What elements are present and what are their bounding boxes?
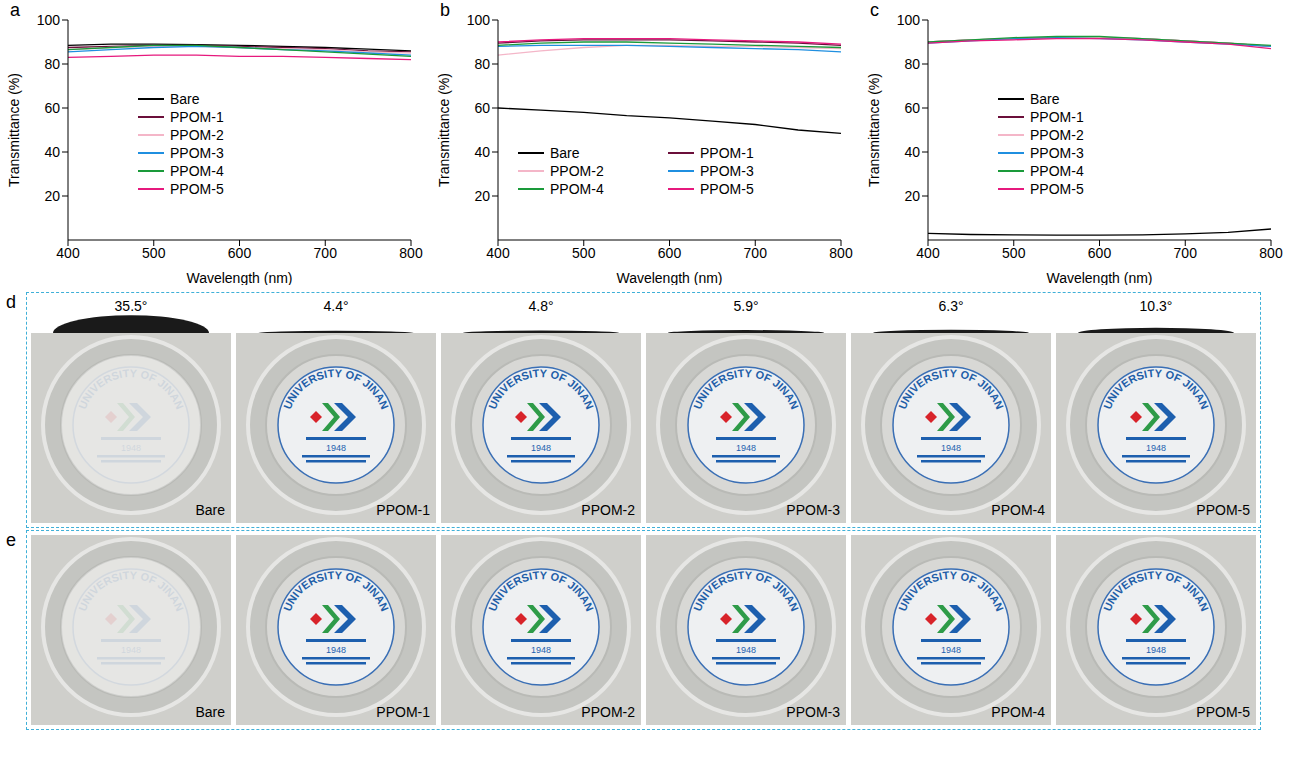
html-text:PPOM-2: PPOM-2 <box>1030 127 1084 143</box>
svg-text:1948: 1948 <box>736 645 756 655</box>
svg-text:40: 40 <box>44 144 60 160</box>
svg-text:700: 700 <box>1174 245 1198 261</box>
svg-text:UNIVERSITY OF JINAN: UNIVERSITY OF JINAN <box>281 569 391 613</box>
svg-text:500: 500 <box>1002 245 1026 261</box>
svg-text:1948: 1948 <box>1146 443 1166 453</box>
html-text:d: d <box>6 292 16 312</box>
svg-text:10.3°: 10.3° <box>1140 298 1173 314</box>
html-text:PPOM-3: PPOM-3 <box>700 163 754 179</box>
svg-text:Transmittance (%): Transmittance (%) <box>6 73 22 187</box>
svg-text:600: 600 <box>1088 245 1112 261</box>
html-text:PPOM-3: PPOM-3 <box>170 145 224 161</box>
html-text:PPOM-2: PPOM-2 <box>170 127 224 143</box>
svg-text:Bare: Bare <box>195 502 225 518</box>
svg-text:PPOM-4: PPOM-4 <box>991 502 1045 518</box>
svg-text:60: 60 <box>44 100 60 116</box>
svg-text:700: 700 <box>744 245 768 261</box>
svg-text:600: 600 <box>228 245 252 261</box>
svg-text:Wavelength (nm): Wavelength (nm) <box>1046 270 1152 285</box>
html-text:e: e <box>6 530 16 550</box>
svg-text:400: 400 <box>486 245 510 261</box>
html-text:a: a <box>10 0 20 20</box>
html-text:PPOM-4: PPOM-4 <box>550 181 604 197</box>
svg-text:Transmittance (%): Transmittance (%) <box>866 73 882 187</box>
svg-text:20: 20 <box>904 188 920 204</box>
svg-text:UNIVERSITY OF JINAN: UNIVERSITY OF JINAN <box>486 569 596 613</box>
html-text:PPOM-3: PPOM-3 <box>1030 145 1084 161</box>
svg-text:1948: 1948 <box>941 443 961 453</box>
html-text:PPOM-5: PPOM-5 <box>1030 181 1084 197</box>
html-text:PPOM-4: PPOM-4 <box>170 163 224 179</box>
html-text:b: b <box>440 0 450 20</box>
svg-text:Wavelength (nm): Wavelength (nm) <box>616 270 722 285</box>
svg-text:100: 100 <box>897 12 921 28</box>
svg-text:80: 80 <box>904 56 920 72</box>
html-text:PPOM-1: PPOM-1 <box>1030 109 1084 125</box>
svg-text:UNIVERSITY OF JINAN: UNIVERSITY OF JINAN <box>486 367 596 411</box>
svg-text:800: 800 <box>829 245 853 261</box>
svg-text:PPOM-3: PPOM-3 <box>786 502 840 518</box>
svg-text:5.9°: 5.9° <box>733 298 758 314</box>
svg-text:UNIVERSITY OF JINAN: UNIVERSITY OF JINAN <box>691 569 801 613</box>
svg-text:400: 400 <box>56 245 80 261</box>
svg-text:UNIVERSITY OF JINAN: UNIVERSITY OF JINAN <box>1101 367 1211 411</box>
html-text:c: c <box>870 0 879 20</box>
svg-text:1948: 1948 <box>531 645 551 655</box>
svg-text:PPOM-1: PPOM-1 <box>376 502 430 518</box>
svg-text:600: 600 <box>658 245 682 261</box>
svg-text:700: 700 <box>314 245 338 261</box>
svg-text:PPOM-1: PPOM-1 <box>376 704 430 720</box>
html-text:Bare: Bare <box>170 91 200 107</box>
html-text:PPOM-5: PPOM-5 <box>700 181 754 197</box>
svg-text:60: 60 <box>474 100 490 116</box>
svg-text:1948: 1948 <box>326 443 346 453</box>
svg-text:20: 20 <box>474 188 490 204</box>
svg-text:4.8°: 4.8° <box>528 298 553 314</box>
svg-text:6.3°: 6.3° <box>938 298 963 314</box>
svg-text:Bare: Bare <box>195 704 225 720</box>
svg-text:500: 500 <box>572 245 596 261</box>
html-text:PPOM-5: PPOM-5 <box>170 181 224 197</box>
svg-text:800: 800 <box>399 245 423 261</box>
svg-text:60: 60 <box>904 100 920 116</box>
html-text:Bare: Bare <box>550 145 580 161</box>
html-text:PPOM-1: PPOM-1 <box>700 145 754 161</box>
html-text:Bare: Bare <box>1030 91 1060 107</box>
svg-text:20: 20 <box>44 188 60 204</box>
svg-text:40: 40 <box>904 144 920 160</box>
svg-text:UNIVERSITY OF JINAN: UNIVERSITY OF JINAN <box>896 569 1006 613</box>
svg-text:1948: 1948 <box>941 645 961 655</box>
svg-text:UNIVERSITY OF JINAN: UNIVERSITY OF JINAN <box>691 367 801 411</box>
svg-text:PPOM-4: PPOM-4 <box>991 704 1045 720</box>
svg-text:PPOM-2: PPOM-2 <box>581 502 635 518</box>
svg-text:UNIVERSITY OF JINAN: UNIVERSITY OF JINAN <box>1101 569 1211 613</box>
svg-text:PPOM-2: PPOM-2 <box>581 704 635 720</box>
svg-text:100: 100 <box>37 12 61 28</box>
html-text:PPOM-2: PPOM-2 <box>550 163 604 179</box>
html-text:PPOM-1: PPOM-1 <box>170 109 224 125</box>
svg-text:UNIVERSITY OF JINAN: UNIVERSITY OF JINAN <box>896 367 1006 411</box>
svg-text:1948: 1948 <box>1146 645 1166 655</box>
svg-text:Transmittance (%): Transmittance (%) <box>436 73 452 187</box>
svg-text:100: 100 <box>467 12 491 28</box>
svg-text:1948: 1948 <box>736 443 756 453</box>
svg-text:PPOM-5: PPOM-5 <box>1196 502 1250 518</box>
svg-text:1948: 1948 <box>531 443 551 453</box>
svg-text:PPOM-3: PPOM-3 <box>786 704 840 720</box>
svg-text:800: 800 <box>1259 245 1283 261</box>
svg-text:80: 80 <box>474 56 490 72</box>
svg-text:1948: 1948 <box>326 645 346 655</box>
svg-text:35.5°: 35.5° <box>115 298 148 314</box>
svg-text:80: 80 <box>44 56 60 72</box>
html-text:PPOM-4: PPOM-4 <box>1030 163 1084 179</box>
svg-text:400: 400 <box>916 245 940 261</box>
svg-text:PPOM-5: PPOM-5 <box>1196 704 1250 720</box>
svg-text:500: 500 <box>142 245 166 261</box>
svg-text:4.4°: 4.4° <box>323 298 348 314</box>
svg-text:UNIVERSITY OF JINAN: UNIVERSITY OF JINAN <box>281 367 391 411</box>
svg-text:40: 40 <box>474 144 490 160</box>
svg-text:Wavelength (nm): Wavelength (nm) <box>186 270 292 285</box>
